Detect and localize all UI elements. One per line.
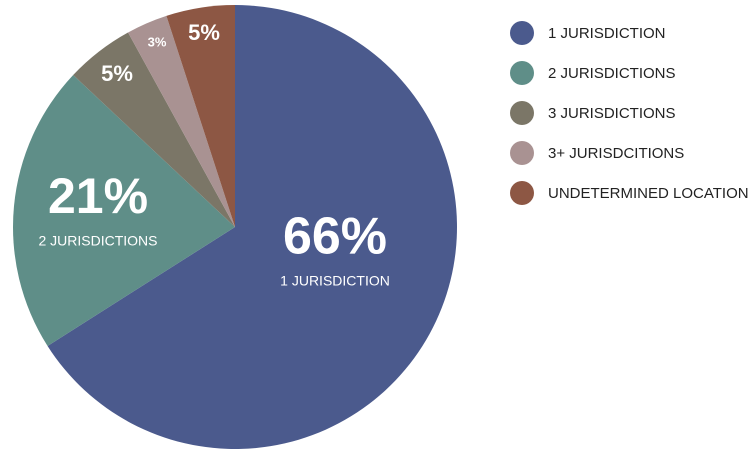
legend-label: 2 JURISDICTIONS — [548, 65, 676, 82]
legend-label: UNDETERMINED LOCATION — [548, 185, 749, 202]
legend-label: 1 JURISDICTION — [548, 25, 666, 42]
legend-swatch — [510, 141, 534, 165]
legend-swatch — [510, 21, 534, 45]
pie-slice — [47, 5, 457, 449]
pie-slice — [73, 32, 235, 227]
pie-slice — [12, 75, 236, 346]
pie-slice — [166, 4, 235, 227]
legend-swatch — [510, 181, 534, 205]
value-label: 5% — [101, 61, 133, 86]
value-label: 3% — [148, 34, 167, 49]
legend-swatch — [510, 61, 534, 85]
legend-swatch — [510, 101, 534, 125]
pie-slice — [128, 15, 235, 228]
slice-label: 1 JURISDICTION — [280, 273, 390, 289]
slice-label: 2 JURISDICTIONS — [38, 233, 157, 249]
legend-label: 3 JURISDICTIONS — [548, 105, 676, 122]
value-label: 66% — [283, 208, 387, 266]
value-label: 21% — [48, 168, 148, 224]
legend-label: 3+ JURISDCITIONS — [548, 145, 684, 162]
value-label: 5% — [188, 20, 220, 45]
